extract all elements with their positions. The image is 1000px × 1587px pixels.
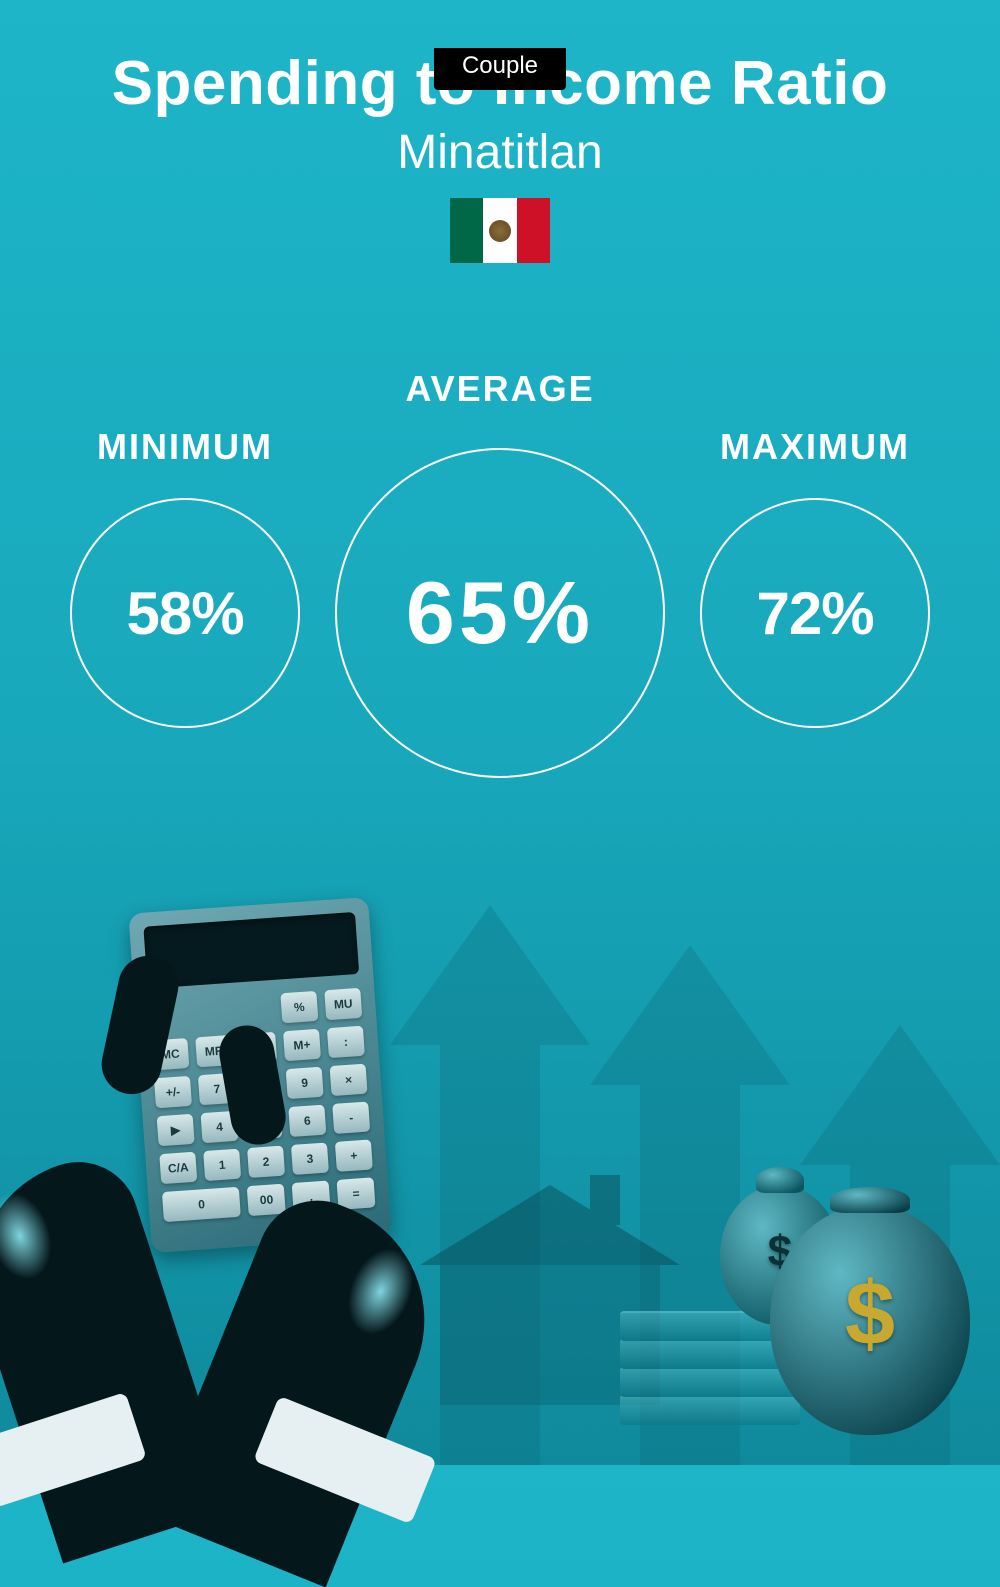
average-label: AVERAGE xyxy=(405,368,594,410)
minimum-value: 58% xyxy=(126,579,243,648)
flag-stripe-green xyxy=(450,198,483,263)
calc-key: 00 xyxy=(247,1184,286,1216)
calc-key: C/A xyxy=(159,1152,197,1184)
calc-key: % xyxy=(280,991,318,1023)
calc-key: 3 xyxy=(291,1142,329,1174)
mexico-flag-icon xyxy=(450,198,550,263)
calc-key: M+ xyxy=(283,1029,321,1061)
maximum-value: 72% xyxy=(756,579,873,648)
money-bag-large-icon: $ xyxy=(770,1205,970,1435)
calc-key: ▶ xyxy=(157,1114,195,1146)
flag-emblem-icon xyxy=(489,220,511,242)
minimum-circle: 58% xyxy=(70,498,300,728)
flag-stripe-white xyxy=(483,198,516,263)
calc-key: 1 xyxy=(203,1149,241,1181)
calc-key: 9 xyxy=(286,1067,324,1099)
average-circle: 65% xyxy=(335,448,665,778)
hands-holding-calculator-icon: % MU MC MR M- M+ : +/- 7 8 9 × ▶ 4 5 6 xyxy=(30,865,460,1485)
calc-key: + xyxy=(335,1139,373,1171)
illustration-area: $ $ % MU MC MR M- M+ : +/- 7 8 9 × xyxy=(0,825,1000,1465)
location-subtitle: Minatitlan xyxy=(0,125,1000,180)
calc-key: MU xyxy=(324,988,362,1020)
calc-key: 2 xyxy=(247,1146,285,1178)
dollar-sign-icon: $ xyxy=(845,1264,895,1367)
maximum-label: MAXIMUM xyxy=(710,426,920,468)
flag-stripe-red xyxy=(517,198,550,263)
calc-key: × xyxy=(330,1064,368,1096)
calc-key: +/- xyxy=(154,1076,192,1108)
calc-key: 0 xyxy=(162,1187,241,1222)
minimum-label: MINIMUM xyxy=(80,426,290,468)
calc-key: = xyxy=(337,1177,376,1209)
calc-key: - xyxy=(332,1102,370,1134)
calc-key: : xyxy=(327,1026,365,1058)
category-badge: Couple xyxy=(434,48,566,90)
maximum-circle: 72% xyxy=(700,498,930,728)
average-value: 65% xyxy=(406,562,594,664)
calc-key: 6 xyxy=(288,1105,326,1137)
